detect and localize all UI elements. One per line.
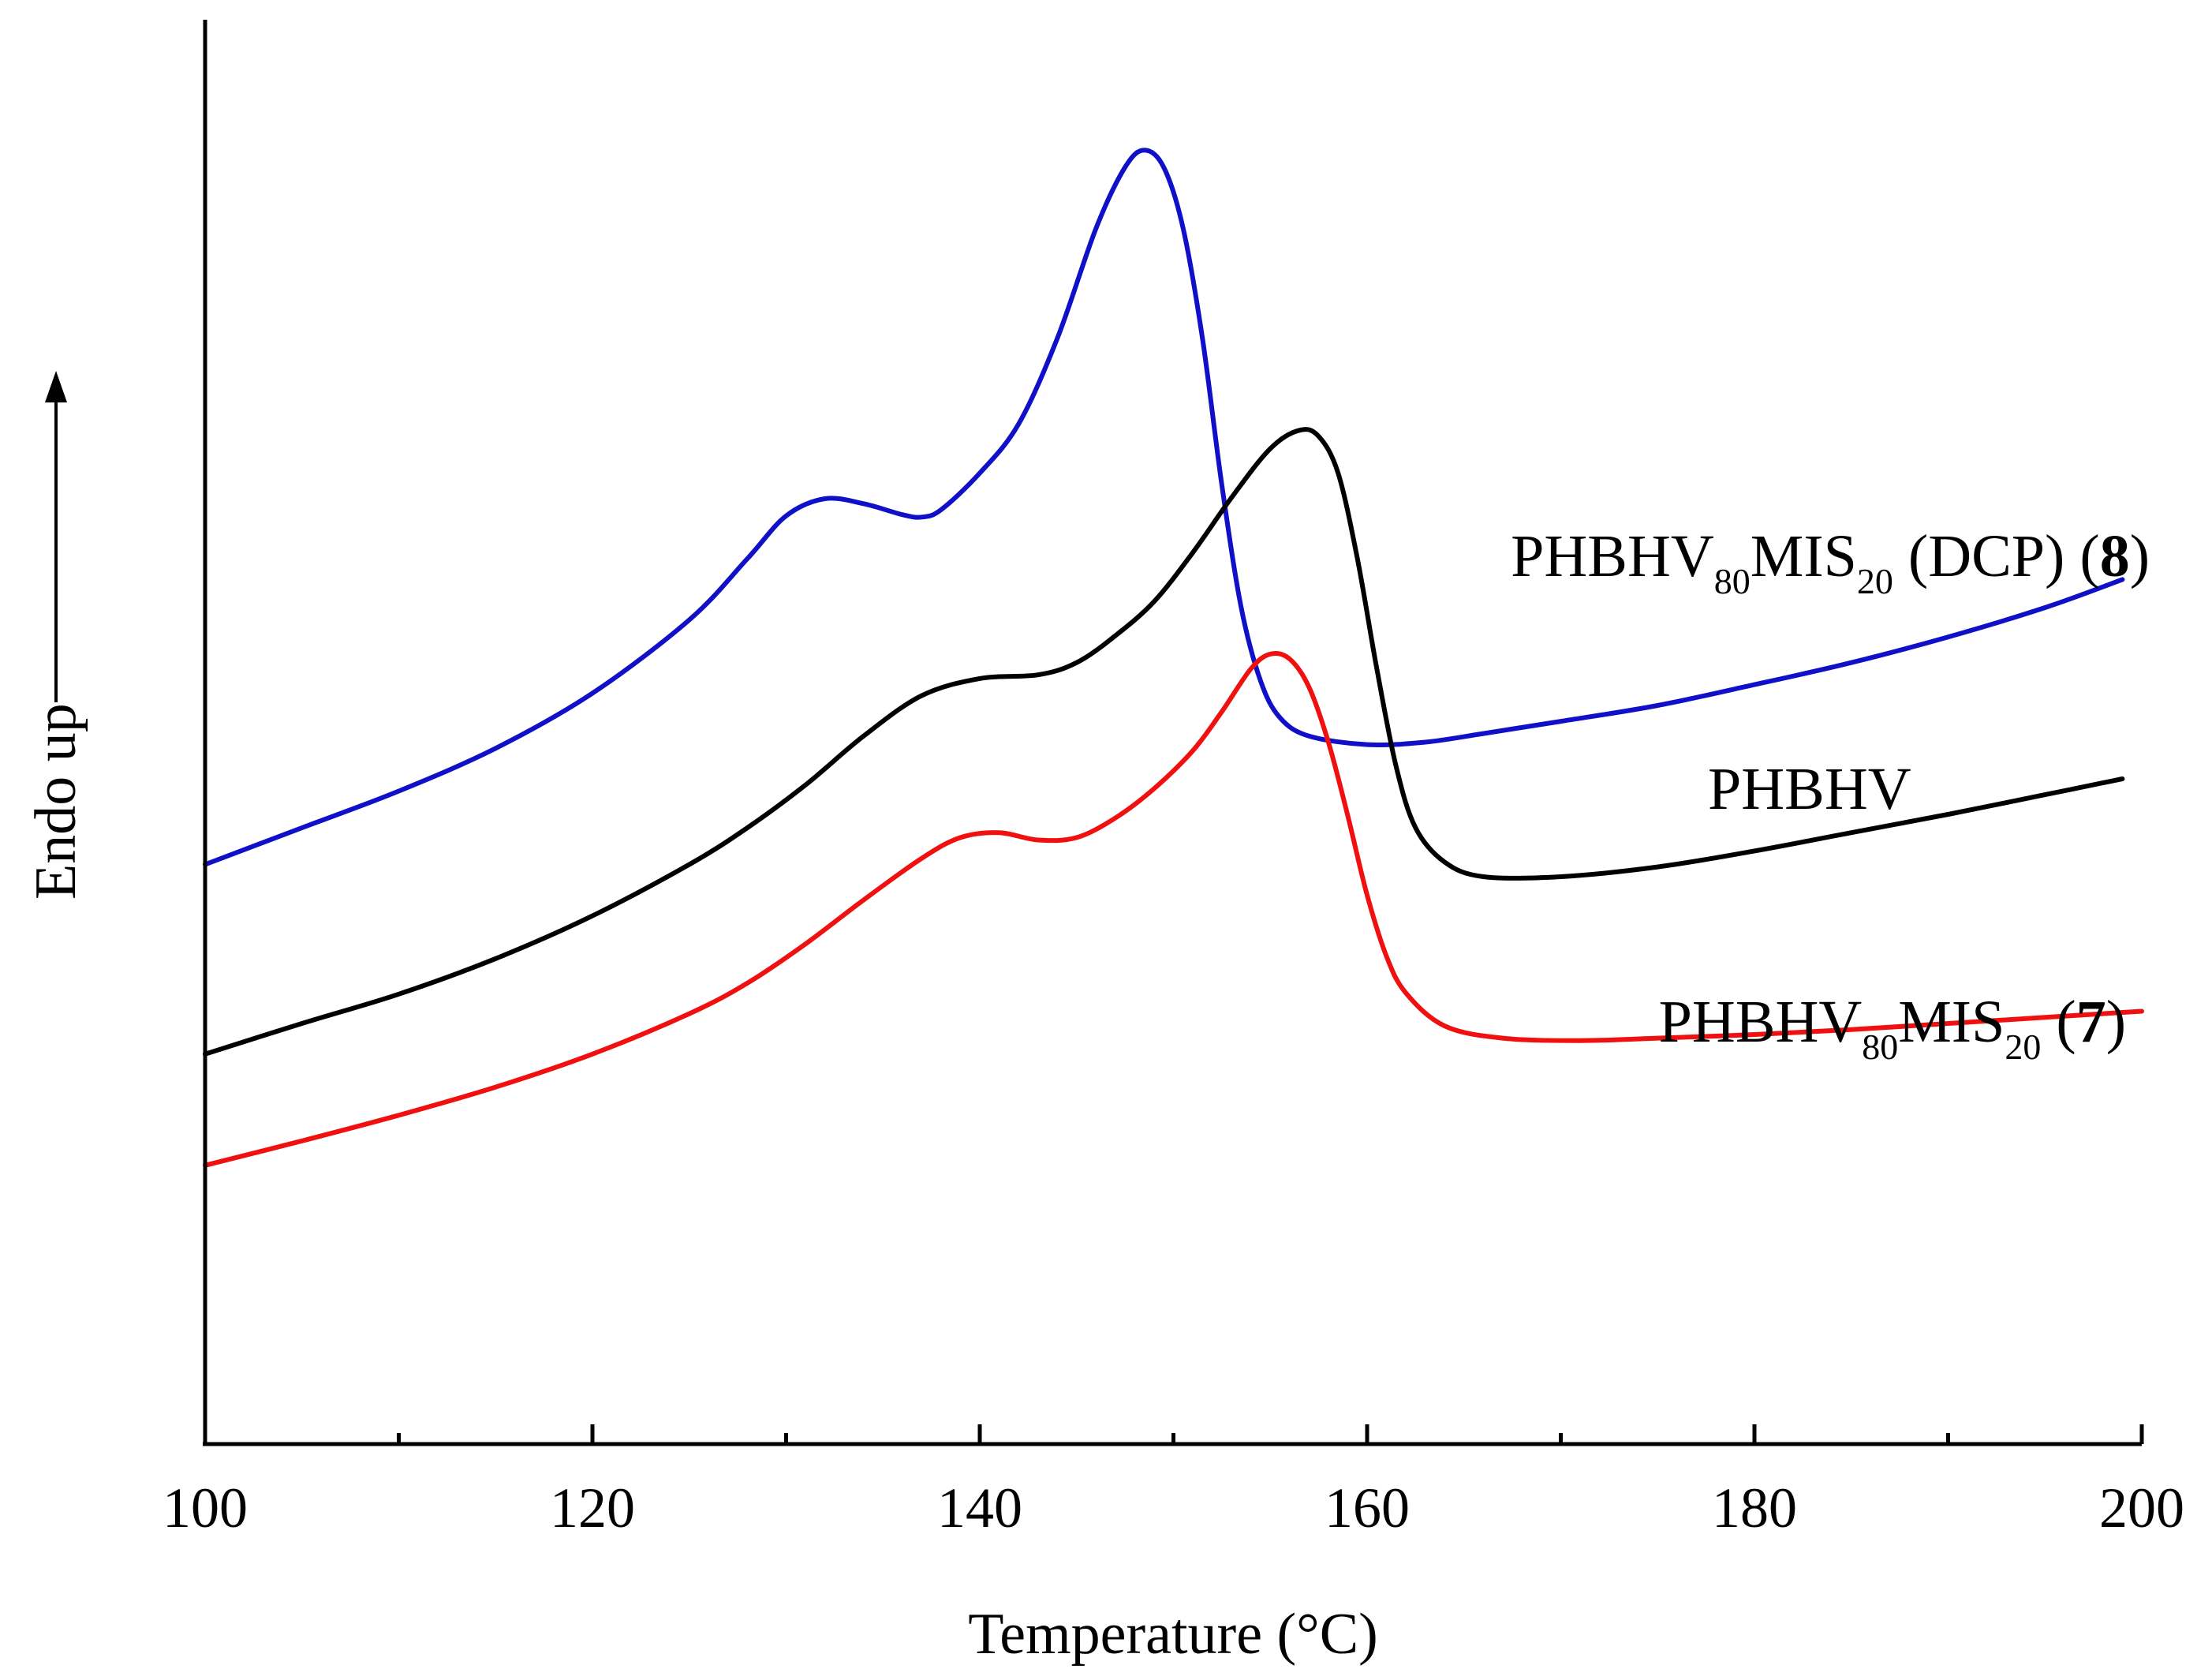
x-tick-label: 100 (163, 1476, 248, 1540)
plot-lines (203, 148, 2144, 1168)
y-axis-title-group: Endo up (24, 371, 88, 900)
x-tick-label: 120 (550, 1476, 635, 1540)
endo-up-arrow-icon (45, 371, 67, 402)
series-label-part: 80 (1714, 561, 1751, 601)
series-line-2 (203, 650, 2144, 1168)
series-line-0 (203, 148, 2125, 867)
series-label-part: PHBHV (1708, 756, 1911, 822)
x-tick-label: 200 (2099, 1476, 2184, 1540)
series-line-1 (203, 427, 2125, 1057)
series-labels: PHBHV80MIS20 (DCP) (8)PHBHVPHBHV80MIS20 … (1511, 523, 2150, 1067)
series-label-part: MIS (1898, 989, 2005, 1055)
series-label-part: (DCP) ( (1893, 523, 2100, 589)
series-label-part: ) (2106, 989, 2126, 1055)
series-label-part: PHBHV (1511, 523, 1714, 589)
x-tick-label: 160 (1325, 1476, 1410, 1540)
x-tick-labels: 100 120 140 160 180 200 (163, 1476, 2184, 1540)
series-label-part: 80 (1862, 1027, 1898, 1067)
series-label-part: 20 (1857, 561, 1893, 601)
series-label-2: PHBHV80MIS20 (7) (1659, 989, 2126, 1067)
series-label-1: PHBHV (1708, 756, 1911, 822)
x-tick-label: 140 (937, 1476, 1022, 1540)
x-tick-label: 180 (1712, 1476, 1797, 1540)
x-axis-title: Temperature (°C) (968, 1602, 1378, 1667)
series-label-part: 20 (2005, 1027, 2041, 1067)
series-label-0: PHBHV80MIS20 (DCP) (8) (1511, 523, 2150, 601)
axes (203, 20, 2142, 1446)
series-label-part: ) (2130, 523, 2150, 589)
series-label-part: PHBHV (1659, 989, 1863, 1055)
series-label-part: MIS (1751, 523, 1857, 589)
series-label-part: 8 (2100, 523, 2130, 589)
series-label-part: ( (2041, 989, 2076, 1055)
y-axis-title: Endo up (24, 703, 88, 900)
series-label-part: 7 (2076, 989, 2106, 1055)
x-ticks (203, 1424, 2144, 1444)
